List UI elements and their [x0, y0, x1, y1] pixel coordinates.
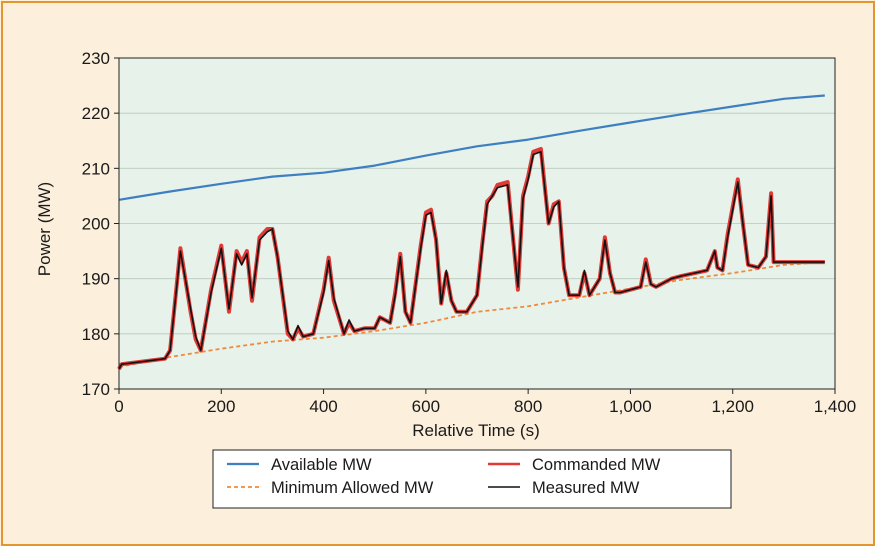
legend-label-0-1: Minimum Allowed MW	[271, 479, 434, 497]
tick-labels: 0 200 400 600 800 1,000 1,200 1,400 170 180 190 200…	[82, 49, 857, 416]
legend-label-0-0: Available MW	[271, 456, 372, 474]
y-tick-label-6: 230	[82, 49, 110, 68]
series-lines	[117, 94, 825, 371]
y-tick-label-0: 170	[82, 380, 110, 399]
x-tick-label-4: 800	[514, 397, 542, 416]
x-axis-label: Relative Time (s)	[412, 421, 540, 440]
x-tick-label-2: 400	[309, 397, 337, 416]
x-tick-label-5: 1,000	[609, 397, 652, 416]
y-tick-label-3: 200	[82, 215, 110, 234]
legend-box	[212, 449, 732, 509]
legend-label-1-1: Measured MW	[532, 479, 640, 497]
y-tick-label-2: 190	[82, 270, 110, 289]
x-tick-label-1: 200	[207, 397, 235, 416]
x-tick-label-0: 0	[114, 397, 123, 416]
series-line-1	[118, 261, 825, 368]
legend: Available MW Minimum Allowed MW Commanded …	[212, 449, 732, 509]
series-line-3	[118, 151, 825, 370]
series-line-0	[118, 94, 825, 201]
y-tick-label-4: 210	[82, 159, 110, 178]
x-tick-label-3: 600	[412, 397, 440, 416]
y-axis-label: Power (MW)	[35, 182, 54, 276]
legend-label-1-0: Commanded MW	[532, 456, 661, 474]
x-tick-label-6: 1,200	[711, 397, 754, 416]
y-tick-label-1: 180	[82, 325, 110, 344]
x-tick-label-7: 1,400	[814, 397, 857, 416]
y-tick-label-5: 220	[82, 104, 110, 123]
